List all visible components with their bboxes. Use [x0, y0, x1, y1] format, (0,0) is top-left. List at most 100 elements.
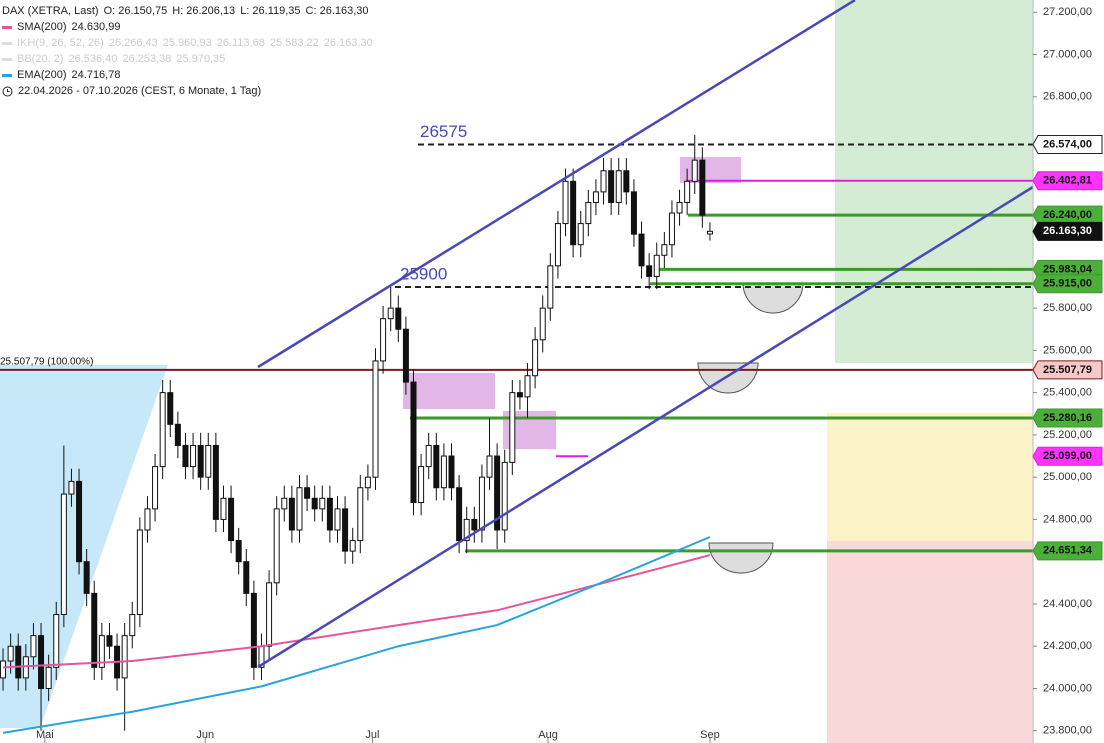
- legend-value: 24.630,99: [71, 21, 121, 33]
- candle-body: [30, 635, 37, 658]
- candle-body: [554, 223, 561, 267]
- legend-row: 22.04.2026 - 07.10.2026 (CEST, 6 Monate,…: [2, 83, 373, 99]
- y-tick-label: 24.800,00: [1043, 513, 1092, 525]
- annotation: 25900: [400, 264, 447, 283]
- candle-body: [676, 201, 683, 214]
- candle-body: [691, 159, 698, 182]
- symbol: DAX (XETRA, Last): [2, 5, 99, 17]
- legend-value: 25.583,22: [269, 37, 319, 49]
- candle-body: [326, 497, 333, 531]
- legend-swatch: [2, 41, 12, 45]
- y-tick-label: 25.000,00: [1043, 471, 1092, 483]
- candle-body: [296, 487, 303, 531]
- x-tick-label: Sep: [700, 729, 720, 741]
- clock-icon: [2, 86, 13, 96]
- candle-body: [220, 497, 227, 520]
- candle-body: [0, 660, 7, 679]
- candle-body: [228, 497, 235, 542]
- level-label: 25.915,00: [1043, 278, 1092, 290]
- candle-body: [342, 508, 349, 552]
- candle-body: [600, 170, 607, 193]
- candle-body: [661, 244, 668, 256]
- y-tick-label: 23.800,00: [1043, 725, 1092, 737]
- candle-body: [501, 461, 508, 531]
- level-label: 25.280,16: [1043, 412, 1092, 424]
- level-tag: [1032, 408, 1103, 428]
- legend-label: EMA(200): [17, 69, 67, 81]
- legend-value: 25.970,35: [176, 53, 226, 65]
- legend: DAX (XETRA, Last) O: 26.150,75 H: 26.206…: [2, 3, 373, 99]
- y-tick-label: 25.800,00: [1043, 302, 1092, 314]
- candle-body: [699, 159, 706, 216]
- candle-body: [387, 307, 394, 320]
- candle-body: [174, 423, 181, 446]
- candle-body: [76, 480, 83, 563]
- candle-body: [516, 392, 523, 398]
- level-label: 26.574,00: [1043, 138, 1092, 150]
- candle-body: [456, 487, 463, 542]
- level-label: 26.402,81: [1043, 175, 1092, 187]
- legend-swatch: [2, 25, 12, 29]
- candle-body: [418, 466, 425, 504]
- y-tick-label: 24.400,00: [1043, 598, 1092, 610]
- candle-body: [562, 180, 569, 225]
- level-tag: [1032, 205, 1103, 225]
- candle-body: [372, 360, 379, 478]
- candle-body: [136, 529, 143, 616]
- candle-body: [205, 444, 212, 478]
- candle-body: [706, 230, 713, 235]
- ohlc: C: 26.163,30: [305, 5, 369, 17]
- candle-body: [668, 212, 675, 246]
- level-tag: [1032, 360, 1103, 380]
- candle-body: [364, 476, 371, 489]
- y-tick-label: 24.000,00: [1043, 682, 1092, 694]
- channel-line: [257, 0, 856, 369]
- level-tag: [1032, 446, 1103, 466]
- legend-row: DAX (XETRA, Last) O: 26.150,75 H: 26.206…: [2, 3, 373, 19]
- candle-body: [235, 540, 242, 563]
- candle-body: [532, 339, 539, 377]
- legend-row: BB(20, 2) 26.536,40 26.253,38 25.970,35: [2, 51, 373, 67]
- candle-body: [608, 170, 615, 203]
- legend-swatch: [2, 73, 12, 77]
- level-tag: [1032, 274, 1103, 294]
- x-tick-label: Jun: [196, 729, 214, 741]
- candle-body: [494, 455, 501, 531]
- x-tick-label: Aug: [538, 729, 558, 741]
- candle-body: [395, 307, 402, 330]
- y-tick-label: 25.600,00: [1043, 344, 1092, 356]
- level-label: 26.163,30: [1043, 225, 1092, 237]
- ma-line: [2, 536, 711, 734]
- level-label: 26.240,00: [1043, 209, 1092, 221]
- ohlc: O: 26.150,75: [103, 5, 168, 17]
- candle-body: [7, 645, 14, 662]
- candle-body: [319, 497, 326, 510]
- candle-body: [15, 645, 22, 679]
- ohlc: L: 26.119,35: [240, 5, 301, 17]
- candle-body: [38, 635, 45, 689]
- candle-body: [615, 170, 622, 203]
- candle-body: [83, 561, 90, 594]
- candle-body: [167, 392, 174, 425]
- candle-body: [349, 540, 356, 552]
- candle-body: [243, 561, 250, 594]
- candle-body: [304, 487, 311, 499]
- y-tick-label: 24.200,00: [1043, 640, 1092, 652]
- level-tag: [1032, 541, 1103, 561]
- candle-body: [448, 455, 455, 489]
- candle-body: [440, 455, 447, 489]
- level-tag: [1032, 221, 1103, 241]
- candle-body: [266, 582, 273, 647]
- legend-value: 26.536,40: [68, 53, 118, 65]
- legend-label: SMA(200): [17, 21, 67, 33]
- candle-body: [653, 254, 660, 277]
- legend-label: IKH(9, 26, 52, 26): [17, 37, 104, 49]
- level-label: 25.507,79: [1043, 364, 1092, 376]
- legend-row: IKH(9, 26, 52, 26) 26.266,43 25.960,93 26.1…: [2, 35, 373, 51]
- legend-value: 26.113,68: [216, 37, 265, 49]
- candle-body: [623, 170, 630, 193]
- candle-body: [152, 466, 159, 510]
- candle-body: [486, 455, 493, 478]
- candle-body: [425, 444, 432, 468]
- legend-value: 26.253,38: [122, 53, 172, 65]
